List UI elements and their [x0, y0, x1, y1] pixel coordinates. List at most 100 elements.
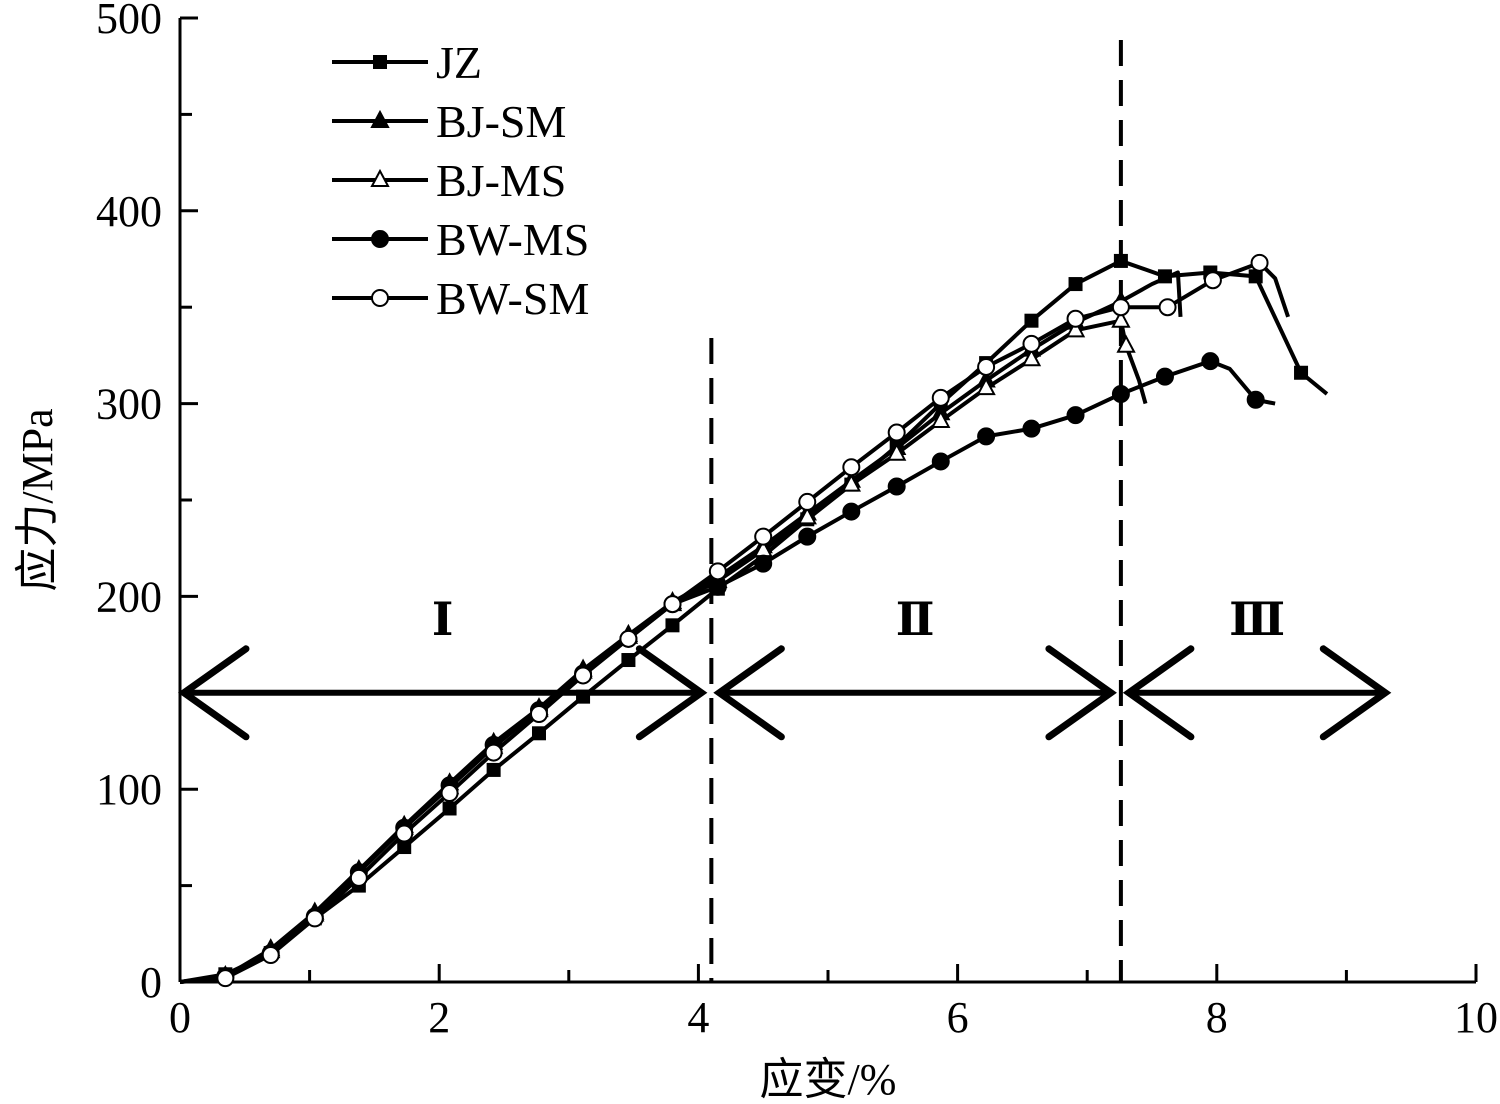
circle-marker: [349, 868, 368, 887]
square-marker: [665, 618, 680, 633]
circle-marker: [977, 357, 996, 376]
triangle-marker: [1111, 309, 1131, 328]
series-bj-ms: [179, 309, 1148, 984]
arrow-head-left: [177, 645, 250, 741]
circle-marker: [371, 230, 389, 248]
square-marker: [621, 653, 636, 668]
arrow-head-left: [713, 645, 785, 741]
region-arrow-2: Ⅱ: [713, 594, 1117, 741]
triangle-marker: [1065, 319, 1086, 338]
triangle-marker: [887, 442, 907, 461]
circle-marker: [305, 909, 324, 928]
circle-marker: [1246, 390, 1265, 409]
y-tick-label: 300: [96, 380, 162, 429]
x-tick-label: 6: [947, 993, 969, 1042]
circle-marker: [484, 743, 503, 762]
square-marker: [1113, 253, 1128, 268]
region-annotations: Ⅰ Ⅱ Ⅲ: [177, 40, 1392, 982]
circle-marker: [440, 784, 459, 803]
circle-marker: [754, 527, 773, 546]
arrow-head-right: [1045, 645, 1117, 741]
x-axis-label: 应变/%: [760, 1055, 897, 1104]
circle-marker: [842, 458, 861, 477]
square-marker: [1294, 365, 1309, 380]
square-marker: [486, 762, 501, 777]
region-arrow-3: Ⅲ: [1122, 594, 1392, 741]
region-label: Ⅰ: [432, 594, 454, 645]
arrow-head-right: [635, 645, 708, 741]
circle-marker: [1066, 309, 1085, 328]
circle-marker: [798, 492, 817, 511]
region-label: Ⅱ: [896, 594, 935, 645]
legend-label: JZ: [436, 37, 482, 88]
legend-item-bj-ms: BJ-MS: [332, 155, 566, 206]
circle-marker: [1155, 367, 1174, 386]
circle-marker: [574, 666, 593, 685]
square-marker: [1024, 313, 1039, 328]
circle-marker: [261, 946, 280, 965]
y-axis-label: 应力/MPa: [13, 408, 62, 591]
legend-item-jz: JZ: [332, 37, 482, 88]
x-tick-label: 10: [1454, 993, 1498, 1042]
y-tick-label: 200: [96, 572, 162, 621]
y-tick-label: 500: [96, 0, 162, 43]
series-line: [179, 270, 1183, 984]
circle-marker: [395, 824, 414, 843]
series-bw-sm: [179, 253, 1290, 988]
circle-marker: [371, 289, 389, 307]
y-tick-label: 100: [96, 765, 162, 814]
circle-marker: [1111, 298, 1130, 317]
square-marker: [576, 689, 591, 704]
circle-marker: [663, 595, 682, 614]
legend-item-bw-sm: BW-SM: [332, 273, 589, 324]
circle-marker: [887, 477, 906, 496]
circle-marker: [1022, 419, 1041, 438]
y-tick-label: 0: [140, 958, 162, 1007]
legend-label: BW-SM: [436, 273, 589, 324]
circle-marker: [931, 452, 950, 471]
circle-marker: [619, 629, 638, 648]
x-tick-label: 0: [169, 993, 191, 1042]
square-marker: [373, 55, 387, 69]
triangle-marker: [841, 473, 861, 492]
circle-marker: [708, 562, 727, 581]
y-tick-label: 400: [96, 187, 162, 236]
square-marker: [442, 801, 457, 816]
circle-marker: [1201, 352, 1220, 371]
x-tick-label: 8: [1206, 993, 1228, 1042]
legend-label: BJ-SM: [436, 96, 566, 147]
series-line: [179, 318, 1148, 984]
arrow-head-right: [1319, 645, 1392, 741]
circle-marker: [842, 502, 861, 521]
triangle-marker: [370, 168, 390, 187]
triangle-marker: [1116, 334, 1136, 353]
region-label: Ⅲ: [1229, 594, 1285, 645]
triangle-marker: [1021, 348, 1042, 367]
legend-item-bj-sm: BJ-SM: [332, 96, 566, 147]
legend-label: BJ-MS: [436, 155, 566, 206]
circle-marker: [754, 554, 773, 573]
triangle-marker: [931, 409, 951, 428]
circle-marker: [708, 577, 727, 596]
circle-marker: [1066, 406, 1085, 425]
square-marker: [531, 726, 546, 741]
triangle-marker: [797, 506, 817, 525]
circle-marker: [931, 388, 950, 407]
circle-marker: [887, 423, 906, 442]
series-bj-sm: [179, 270, 1183, 984]
region-arrow-1: Ⅰ: [177, 594, 708, 741]
square-marker: [1248, 269, 1263, 284]
triangle-marker: [370, 109, 390, 128]
square-marker: [1068, 277, 1083, 292]
circle-marker: [1203, 271, 1222, 290]
arrow-head-left: [1122, 645, 1195, 741]
triangle-marker: [976, 377, 996, 396]
legend-label: BW-MS: [436, 214, 589, 265]
x-tick-label: 2: [428, 993, 450, 1042]
circle-marker: [1111, 384, 1130, 403]
circle-marker: [216, 969, 235, 988]
circle-marker: [529, 705, 548, 724]
legend: JZ BJ-SM BJ-MS BW-MS BW-SM: [332, 37, 589, 324]
